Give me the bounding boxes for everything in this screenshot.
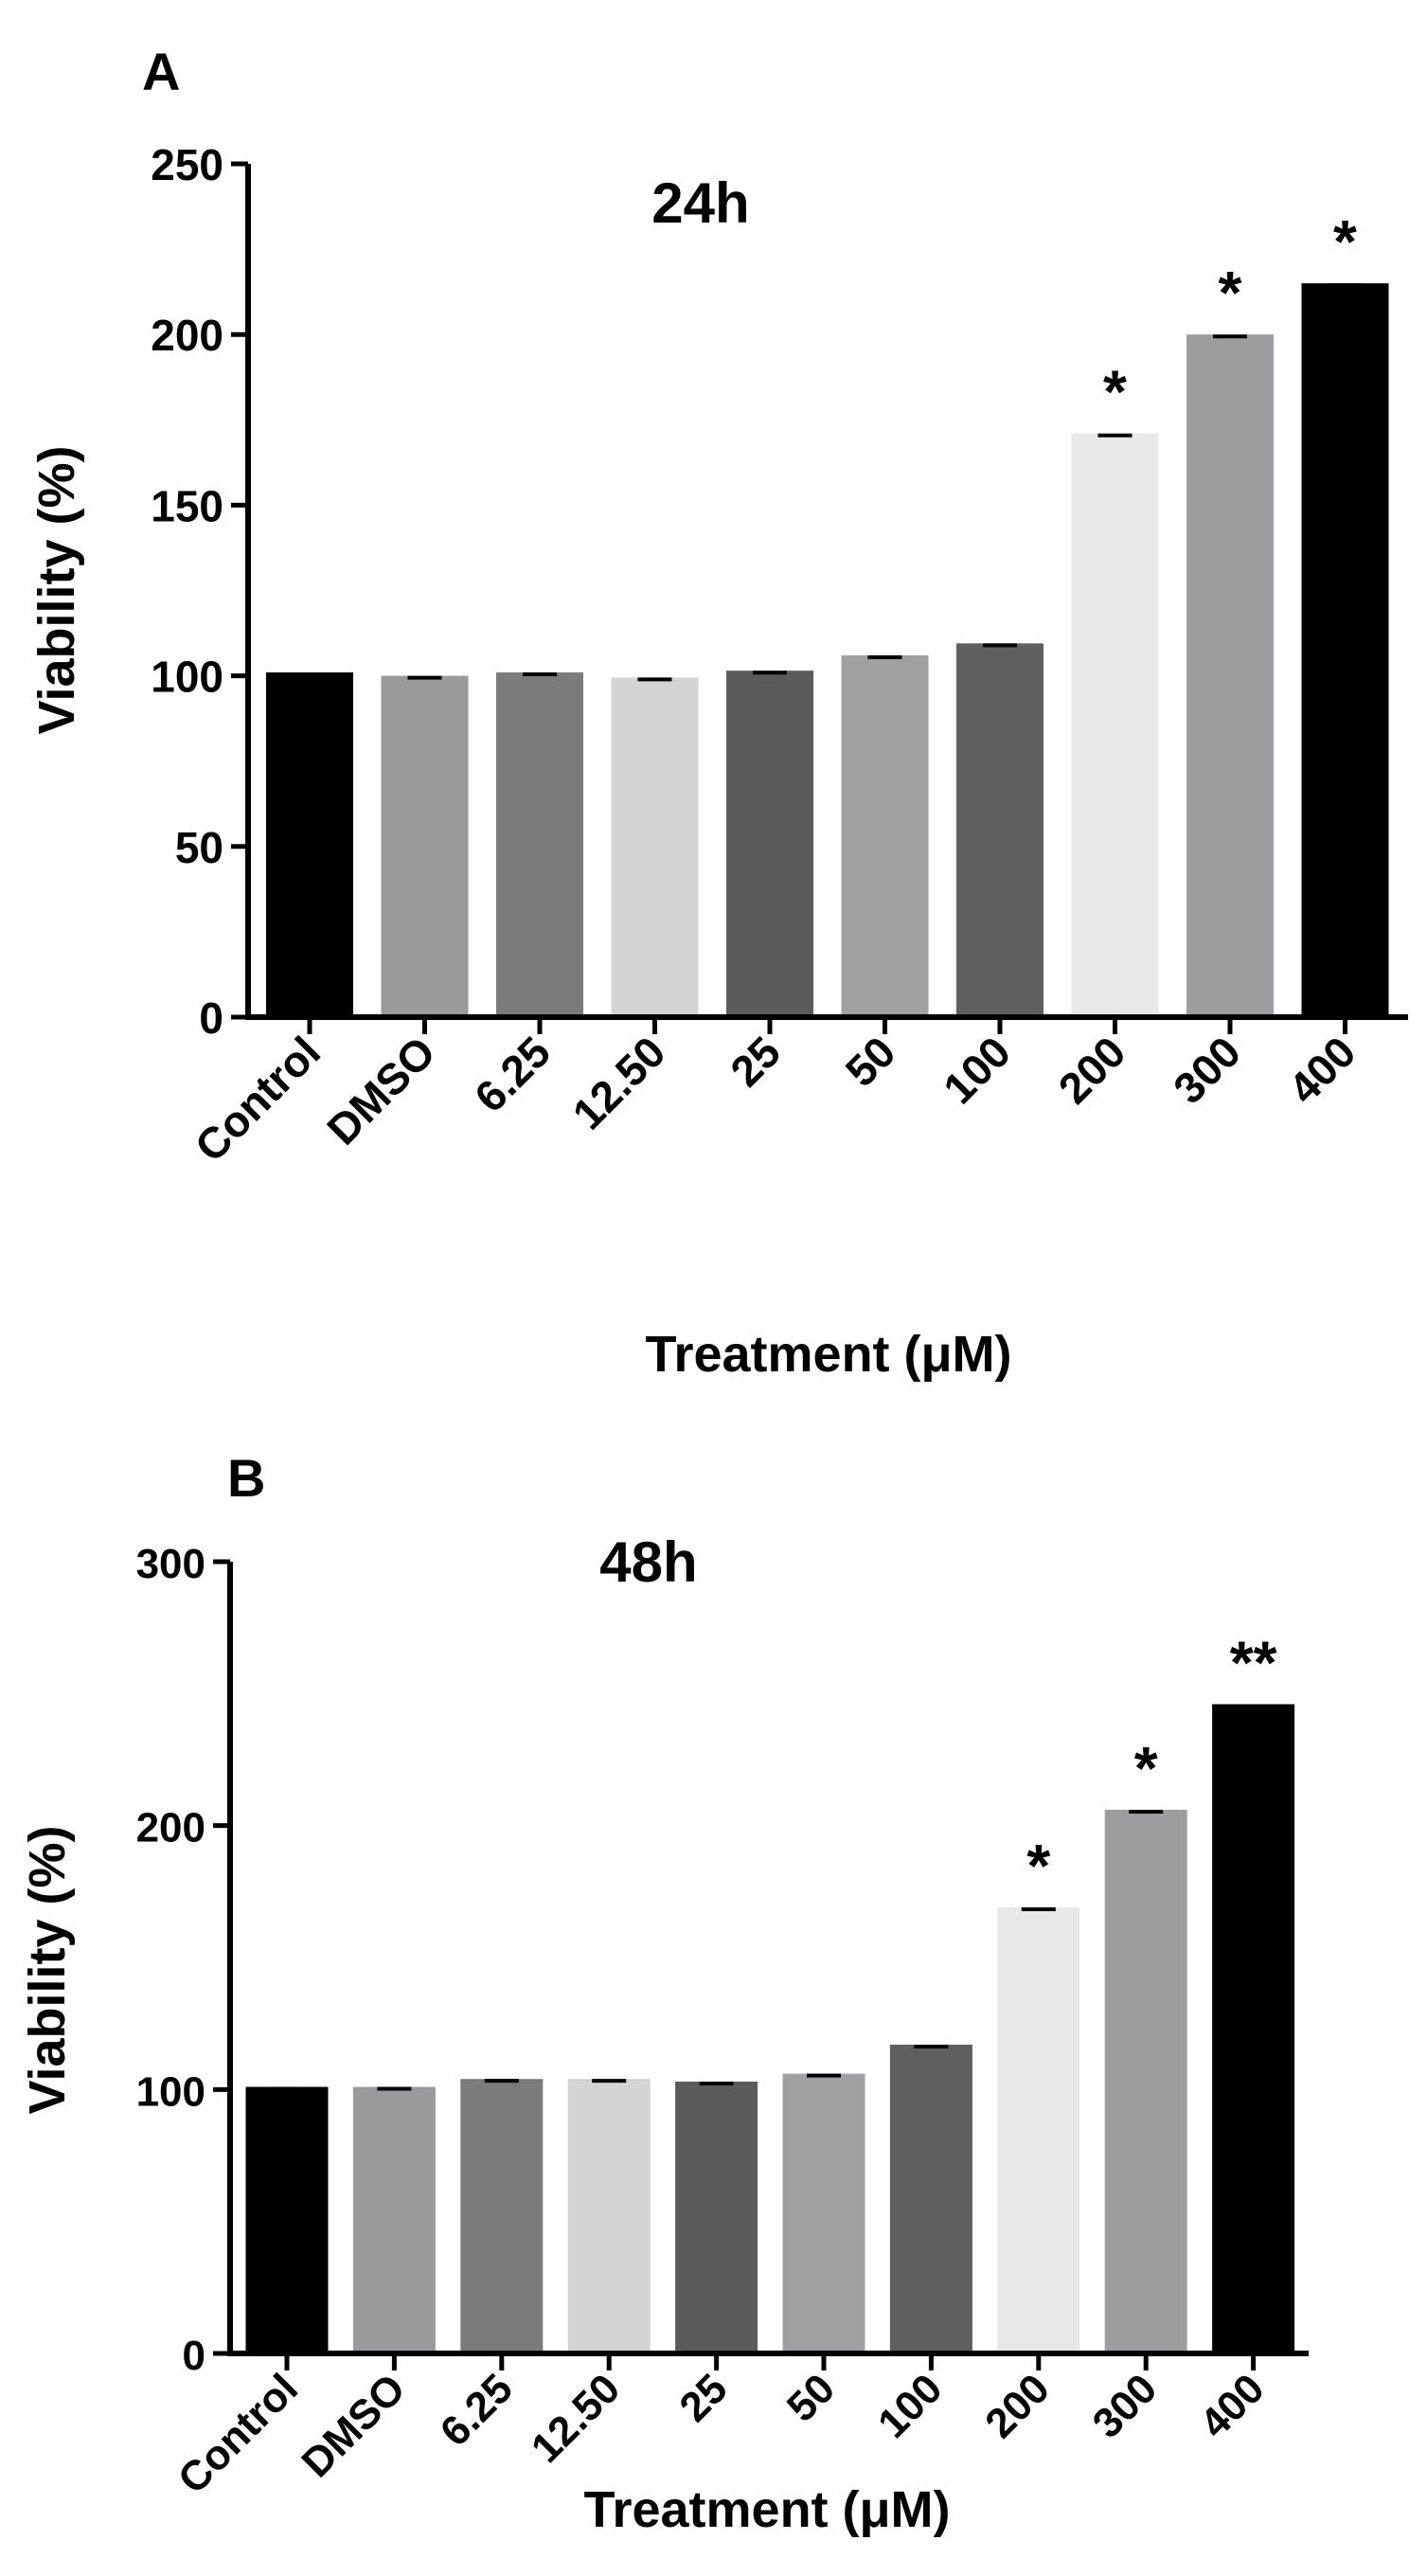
y-tick-label: 50	[175, 823, 223, 872]
x-tick-label: 12.50	[523, 2365, 630, 2472]
y-tick-label: 300	[136, 1541, 205, 1587]
x-tick-label: DMSO	[317, 1027, 444, 1154]
bar-50	[782, 2073, 865, 2353]
y-axis-title: Viability (%)	[19, 1825, 76, 2114]
x-tick-label: 12.50	[562, 1027, 674, 1138]
y-tick-label: 0	[183, 2333, 205, 2379]
panel-label: A	[142, 42, 180, 101]
significance-marker: *	[1026, 1832, 1050, 1900]
y-tick-label: 150	[151, 481, 223, 530]
x-tick-label: Control	[169, 2365, 307, 2502]
x-tick-label: 100	[869, 2365, 952, 2447]
significance-marker: *	[1219, 259, 1242, 327]
panel-label: B	[227, 1448, 265, 1508]
y-tick-label: 0	[199, 993, 223, 1043]
x-tick-label: 100	[934, 1027, 1020, 1113]
bar-12.50	[611, 677, 699, 1017]
x-tick-label: 6.25	[465, 1027, 560, 1121]
x-tick-label: 200	[976, 2365, 1059, 2447]
chart-title: 48h	[599, 1530, 697, 1594]
bar-300	[1104, 1809, 1187, 2353]
bar-400	[1212, 1704, 1295, 2353]
x-tick-label: 200	[1049, 1027, 1135, 1113]
significance-marker: *	[1103, 358, 1127, 426]
significance-marker: *	[1333, 207, 1357, 276]
x-tick-label: Control	[186, 1027, 330, 1171]
chart-title: 24h	[651, 171, 749, 235]
bar-DMSO	[352, 2086, 436, 2353]
y-tick-label: 200	[136, 1805, 205, 1852]
x-tick-label: 300	[1084, 2365, 1167, 2447]
bar-25	[726, 671, 813, 1017]
bar-DMSO	[381, 675, 469, 1017]
y-tick-label: 200	[151, 311, 223, 360]
y-axis-title: Viability (%)	[28, 445, 85, 734]
y-tick-label: 100	[151, 653, 223, 702]
significance-marker: *	[1134, 1734, 1158, 1802]
x-tick-label: DMSO	[293, 2365, 414, 2486]
bar-100	[889, 2044, 972, 2353]
bar-200	[997, 1907, 1080, 2353]
bar-6.25	[496, 671, 583, 1017]
bar-25	[675, 2081, 758, 2353]
x-axis-title: Treatment (μM)	[645, 1326, 1011, 1383]
x-tick-label: 6.25	[432, 2365, 522, 2455]
bar-100	[956, 643, 1043, 1017]
x-tick-label: 400	[1191, 2365, 1274, 2447]
bar-6.25	[460, 2079, 544, 2353]
x-tick-label: 25	[670, 2365, 736, 2430]
x-tick-label: 400	[1279, 1027, 1365, 1113]
bar-Control	[245, 2086, 329, 2353]
bar-Control	[266, 671, 353, 1017]
bar-50	[841, 654, 929, 1017]
x-tick-label: 50	[836, 1027, 905, 1096]
y-tick-label: 250	[151, 140, 223, 189]
bar-400	[1301, 283, 1389, 1017]
significance-marker: **	[1230, 1628, 1277, 1696]
bar-12.50	[567, 2079, 651, 2353]
bar-300	[1186, 334, 1274, 1017]
bar-200	[1071, 433, 1159, 1017]
x-axis-title: Treatment (μM)	[583, 2481, 950, 2538]
x-tick-label: 50	[778, 2365, 844, 2430]
y-tick-label: 100	[136, 2068, 205, 2115]
x-tick-label: 300	[1164, 1027, 1250, 1113]
x-tick-label: 25	[721, 1027, 790, 1096]
